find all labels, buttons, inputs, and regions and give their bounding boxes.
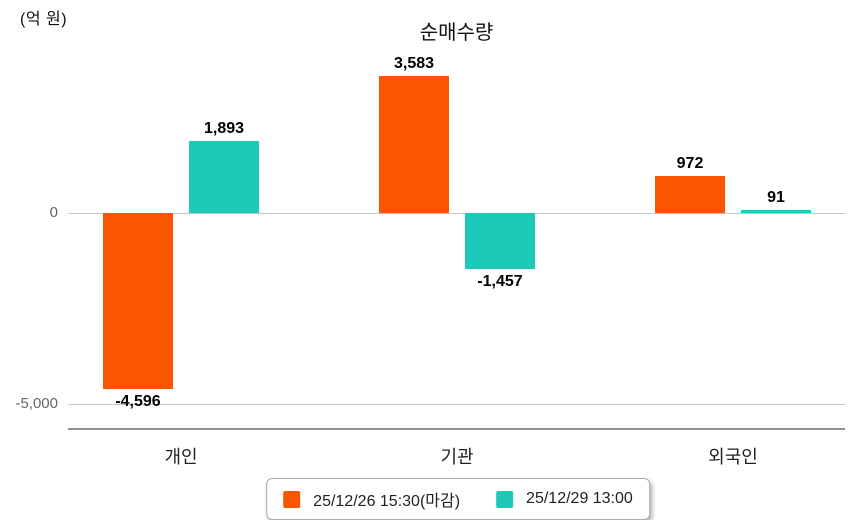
bar-series-1-외국인: [655, 176, 725, 213]
category-label-individual: 개인: [164, 447, 198, 467]
bar-value-label: 1,893: [203, 120, 245, 137]
zero-gridline: [68, 213, 845, 214]
y-axis-unit-label: (억 원): [20, 11, 68, 28]
bar-value-label: 91: [767, 189, 785, 206]
bar-series-1-개인: [103, 213, 173, 389]
bar-value-label: 972: [676, 155, 704, 172]
gridline-minus-5000: [68, 404, 845, 405]
chart-title: 순매수량: [419, 22, 494, 44]
y-tick-0: 0: [49, 204, 58, 221]
bar-series-2-개인: [189, 141, 259, 213]
bar-value-label: 3,583: [393, 55, 435, 72]
bars-layer: -4,596 3,583 972 1,893 -1,457 91: [68, 50, 845, 429]
legend-entry-series-1: 25/12/26 15:30(마감): [283, 487, 460, 511]
y-tick-minus-5000: -5,000: [15, 395, 58, 412]
plot-area: -4,596 3,583 972 1,893 -1,457 91 개인 기관 외국인: [68, 50, 845, 467]
legend-entry-series-2: 25/12/29 13:00: [496, 490, 633, 508]
bar-value-label: -4,596: [115, 393, 161, 410]
x-axis-line: [68, 428, 845, 430]
category-label-institution: 기관: [440, 447, 474, 467]
bar-series-1-기관: [379, 76, 449, 213]
legend-swatch-orange-icon: [283, 490, 301, 508]
legend-label-series-2: 25/12/29 13:00: [526, 490, 633, 507]
category-label-foreigner: 외국인: [708, 447, 758, 467]
legend-label-series-1: 25/12/26 15:30(마감): [313, 493, 461, 510]
bar-series-2-외국인: [741, 210, 811, 213]
legend-swatch-teal-icon: [496, 490, 514, 508]
bar-value-label: -1,457: [477, 273, 523, 290]
legend: 25/12/26 15:30(마감) 25/12/29 13:00: [266, 478, 650, 520]
bar-series-2-기관: [465, 213, 535, 269]
